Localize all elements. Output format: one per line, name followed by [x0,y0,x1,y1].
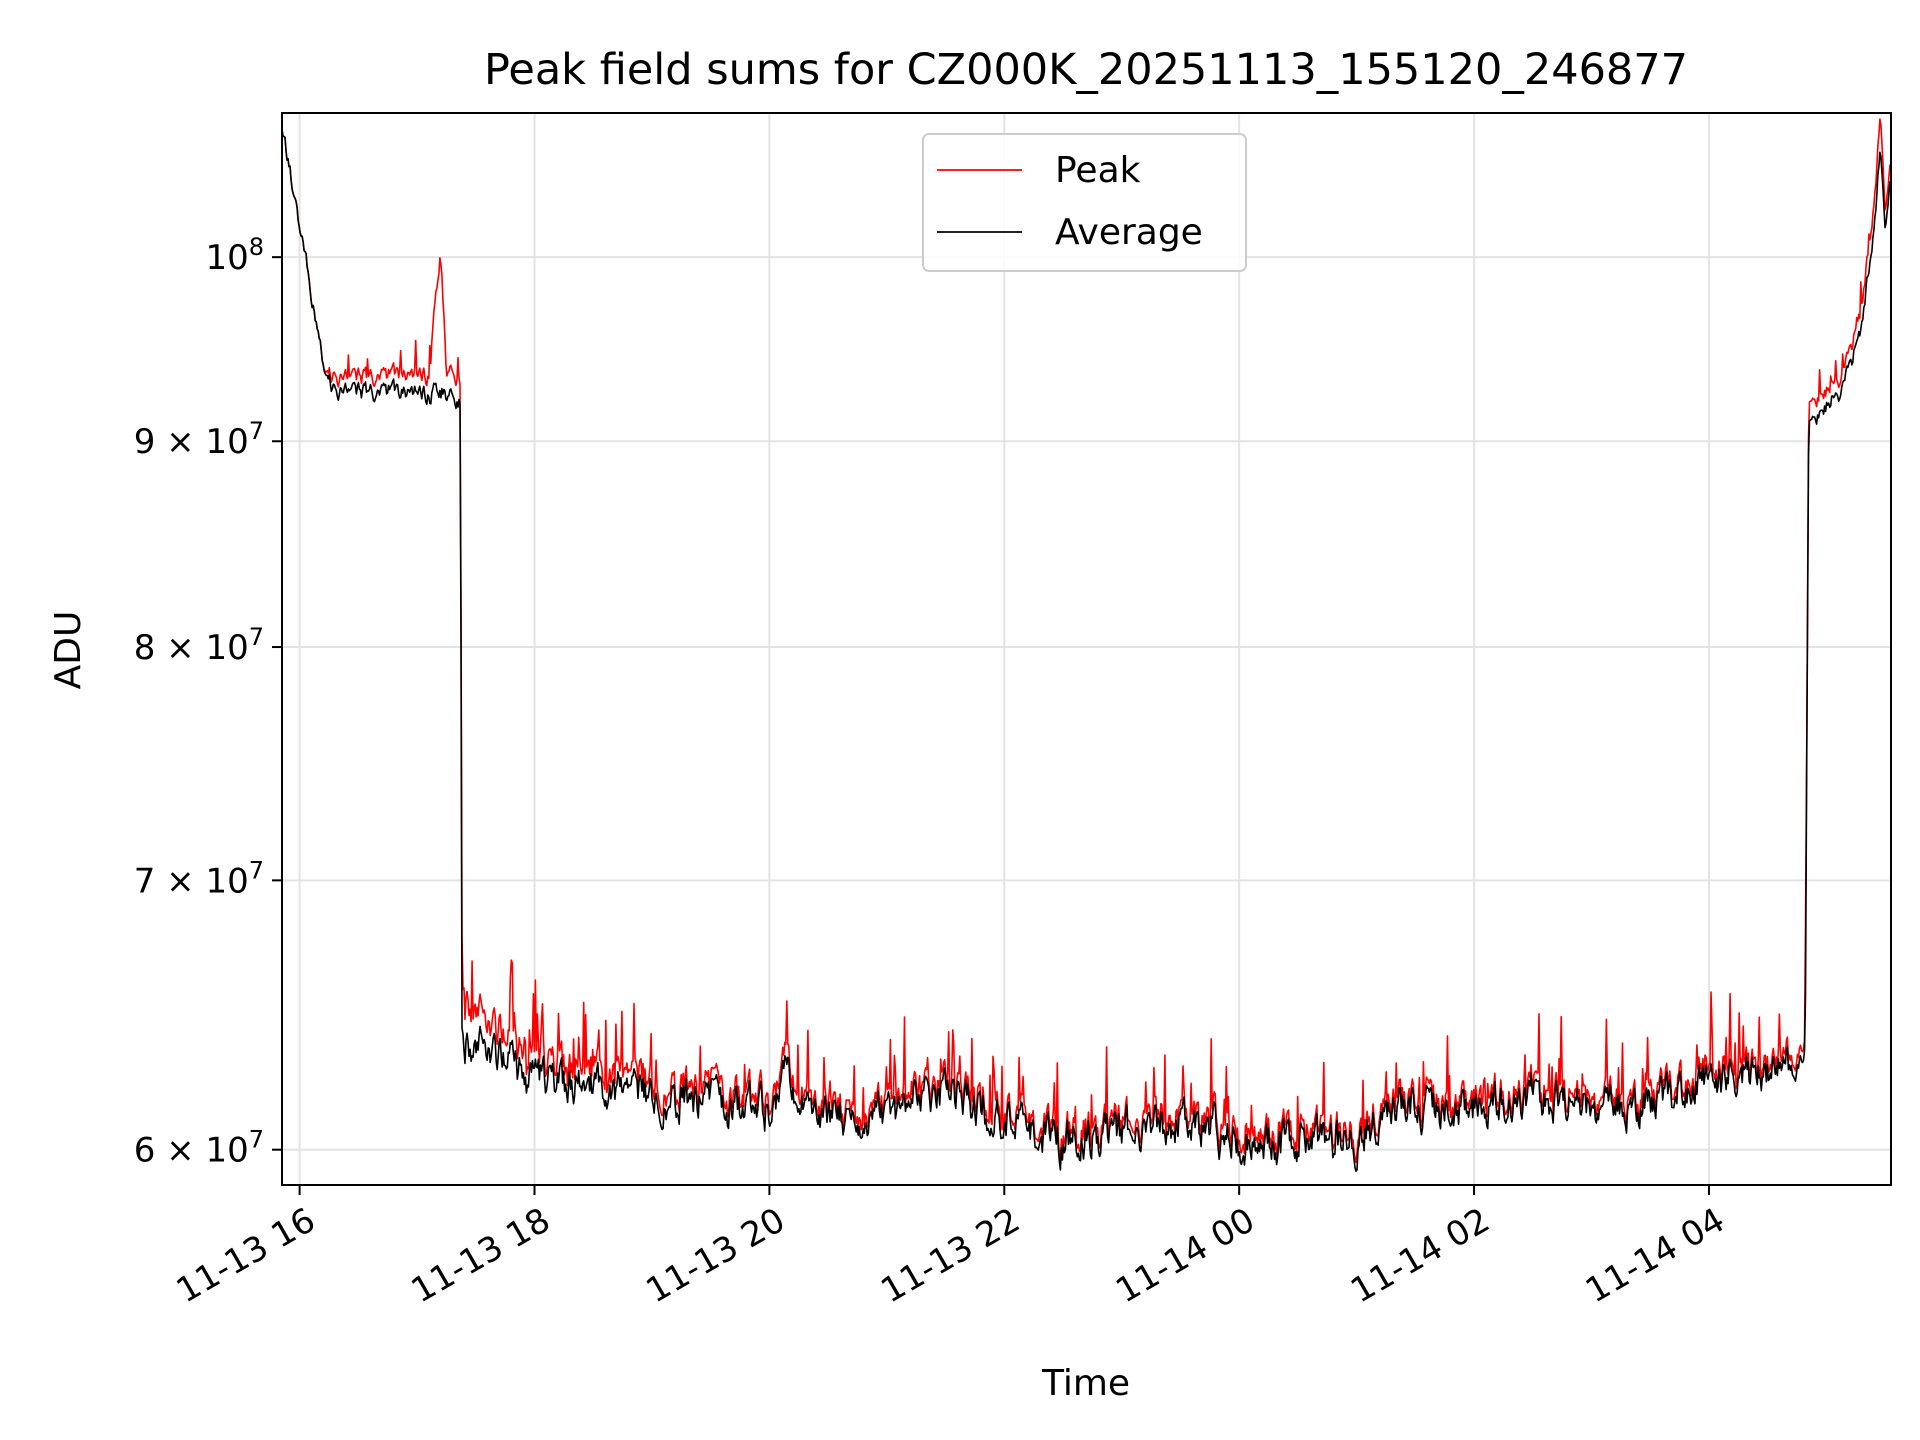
legend: Peak Average [922,133,1247,272]
y-tick-label: 108 [205,233,264,278]
y-tick-label: 8 × 107 [134,623,264,668]
y-axis-label: ADU [48,611,89,690]
series-average-line [281,129,1892,1172]
axes-frame [281,112,1892,1186]
y-tick-label: 7 × 107 [134,856,264,901]
legend-box [922,133,1247,272]
legend-average-label: Average [1055,212,1203,253]
y-axis: 6 × 107 7 × 107 8 × 107 9 × 107 108 [134,233,282,1171]
series-group [281,118,1892,1172]
legend-peak-label: Peak [1055,150,1141,191]
grid [282,113,1891,1185]
y-tick-label: 9 × 107 [134,417,264,462]
chart-title: Peak field sums for CZ000K_20251113_1551… [484,45,1688,95]
x-axis-label: Time [1041,1363,1130,1404]
y-tick-label: 6 × 107 [134,1126,264,1171]
